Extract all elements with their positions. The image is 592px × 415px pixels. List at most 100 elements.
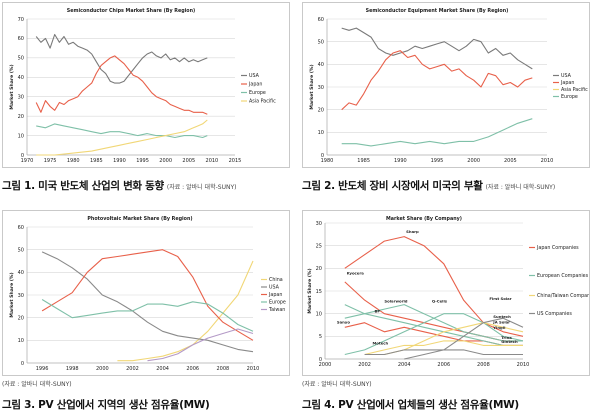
annotation-label: Trina [501,335,512,340]
series-line-japan [35,55,208,115]
x-tick-label: 1996 [36,366,49,372]
y-tick-label: 20 [316,266,322,272]
legend-label: Japan [560,80,574,86]
y-tick-label: 0 [21,361,24,367]
annotation-label: JA Solar [492,320,510,325]
series-line-europe [341,118,533,147]
x-tick-label: 2005 [182,158,195,164]
y-axis-label: Market Share (%) [307,268,313,313]
x-tick-label: 2002 [126,366,139,372]
y-tick-label: 5 [319,334,322,340]
series-line-europe [36,123,208,139]
y-tick-label: 25 [316,243,322,249]
y-tick-label: 40 [318,62,324,68]
figure-4-source: (자료 : 알바니 대학-SUNY) [302,381,372,388]
chart-4-svg: Market Share (By Company) 0 5 10 15 20 25 30 200… [307,216,589,368]
chart-title: Market Share (By Company) [386,216,462,222]
x-tick-label: 1995 [431,158,444,164]
chart-3-svg: Photovoltaic Market Share (By Region) 0 10… [9,216,286,372]
annotation-label: Motech [373,340,389,345]
x-tick-label: 2002 [358,362,371,368]
x-tick-label: 2004 [398,362,411,368]
series-line-usa [41,251,254,353]
legend-label: USA [269,285,280,291]
y-tick-label: 15 [316,289,322,295]
annotation-label: Gintech [501,339,518,344]
legend-label: Japan Companies [536,245,579,251]
figure-3-caption: 그림 3. PV 산업에서 지역의 생산 점유율(MW) [2,399,210,411]
y-tick-label: 10 [18,338,24,344]
legend-label: US Companies [537,311,572,317]
x-tick-label: 2000 [159,158,172,164]
x-tick-label: 1980 [67,158,80,164]
chart-1-svg: Semiconductor Chips Market Share (By Reg… [9,8,276,164]
figure-1-caption: 그림 1. 미국 반도체 산업의 변화 동향 [2,180,164,192]
annotation-label: Suntech [493,314,511,319]
y-tick-label: 40 [18,270,24,276]
series-line-sharp [344,236,524,337]
series-line-japan [41,249,254,341]
y-axis-label: Market Share (%) [9,272,15,317]
y-tick-label: 60 [18,36,24,42]
x-tick-label: 1975 [44,158,57,164]
annotation-label: Sharp [406,229,419,234]
x-tick-label: 2008 [477,362,490,368]
figure-2-caption: 그림 2. 반도체 장비 시장에서 미국의 부활 [302,180,483,192]
x-tick-label: 1998 [66,366,79,372]
chart-frame-4: Market Share (By Company) 0 5 10 15 20 25 30 200… [302,210,590,376]
legend-label: Japan [268,292,282,298]
y-tick-label: 0 [21,153,24,159]
series-line-taiwan [147,328,254,362]
figure-1-source: (자료 : 알바니 대학-SUNY) [166,184,237,191]
y-tick-label: 20 [18,315,24,321]
x-tick-label: 1990 [113,158,126,164]
x-tick-label: 1980 [321,158,334,164]
figure-3-caption-line: 그림 3. PV 산업에서 지역의 생산 점유율(MW) [2,393,210,412]
series-line-asia-pacific [36,119,208,156]
x-tick-label: 2010 [206,158,219,164]
legend-label: Europe [269,300,286,306]
y-tick-label: 30 [318,85,324,91]
y-tick-label: 10 [318,130,324,136]
y-tick-label: 50 [318,39,324,45]
y-tick-label: 0 [321,153,324,159]
chart-title: Photovoltaic Market Share (By Region) [87,216,192,222]
y-tick-label: 50 [18,247,24,253]
legend-label: Taiwan [268,307,285,313]
x-tick-label: 2004 [156,366,169,372]
series-line-europe [41,299,254,332]
annotation-label: Sanyo [337,320,350,325]
y-tick-label: 30 [18,95,24,101]
y-axis-label: Market Share (%) [9,64,15,109]
legend-label: Asia Pacific [249,99,276,105]
series-line-q-cells [344,313,524,356]
annotation-label: First Solar [489,296,511,301]
legend-label: USA [249,73,260,79]
chart-2-svg: Semiconductor Equipment Market Share (By… [309,8,588,164]
series-line-evergreen [364,349,523,356]
series-line-china [117,260,254,362]
series-line-motech [364,340,523,356]
legend-label: USA [561,73,572,79]
x-tick-label: 1985 [357,158,370,164]
x-tick-label: 2000 [96,366,109,372]
x-tick-label: 2010 [541,158,554,164]
x-tick-label: 2005 [504,158,517,164]
annotation-label: Yingli [492,325,505,330]
y-tick-label: 10 [316,311,322,317]
chart-title: Semiconductor Chips Market Share (By Reg… [67,8,195,14]
y-tick-label: 50 [18,56,24,62]
x-tick-label: 1970 [21,158,34,164]
annotation-label: BP [375,308,381,313]
series-line-first-solar [404,317,524,360]
x-tick-label: 2008 [216,366,229,372]
y-tick-label: 20 [18,114,24,120]
series-line-bp [344,304,523,346]
x-tick-label: 1985 [90,158,103,164]
figure-1-caption-line: 그림 1. 미국 반도체 산업의 변화 동향 (자료 : 알바니 대학-SUNY) [2,174,236,193]
y-tick-label: 0 [319,357,322,363]
figure-2-source: (자료 : 알바니 대학-SUNY) [485,184,556,191]
x-tick-label: 1995 [136,158,149,164]
legend-label: Europe [249,90,266,96]
y-tick-label: 70 [18,17,24,23]
